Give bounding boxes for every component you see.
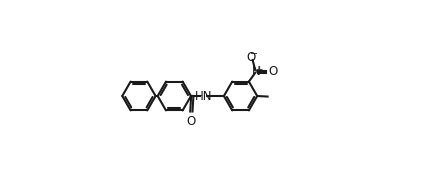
Text: O: O (246, 51, 255, 64)
Text: −: − (250, 49, 258, 59)
Text: O: O (186, 115, 196, 127)
Text: +: + (255, 65, 263, 74)
Text: HN: HN (195, 89, 212, 103)
Text: N: N (252, 65, 261, 78)
Text: O: O (268, 65, 278, 78)
